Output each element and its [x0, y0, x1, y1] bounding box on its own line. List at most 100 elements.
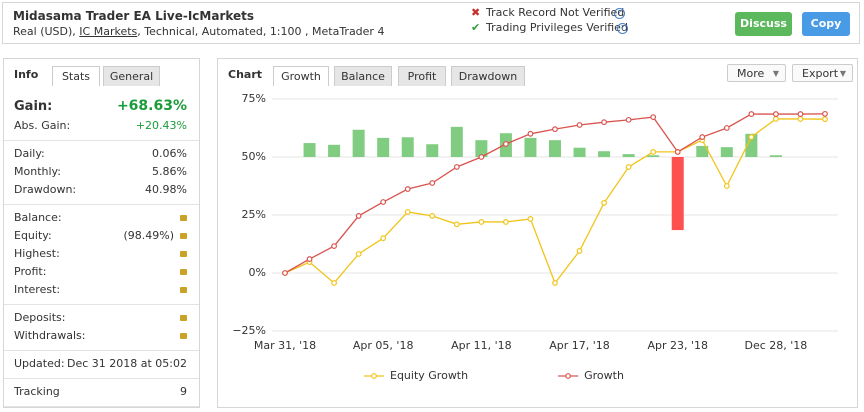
bar	[549, 140, 561, 157]
stats-section: Tracking 9	[4, 379, 199, 407]
data-point	[503, 219, 509, 225]
tab[interactable]: General	[103, 66, 160, 86]
stat-label: Balance:	[14, 211, 62, 224]
stat-row: Tracking 9	[14, 383, 187, 401]
tab[interactable]: Growth	[273, 66, 329, 86]
data-point	[404, 209, 411, 215]
stat-label: Drawdown:	[14, 183, 77, 196]
bar	[475, 140, 488, 157]
bar	[352, 129, 365, 157]
bar	[303, 143, 316, 157]
stat-value: 40.98%	[145, 183, 187, 196]
lock-icon[interactable]	[180, 315, 187, 321]
bar	[671, 157, 684, 231]
cross-icon: ✖	[471, 6, 481, 19]
stat-label: Equity:	[14, 229, 52, 242]
dropdown-menu[interactable]: Export ▼	[792, 64, 853, 82]
stat-label: Withdrawals:	[14, 329, 86, 342]
help-icon[interactable]: ?	[614, 8, 625, 19]
lock-icon[interactable]	[180, 333, 187, 339]
bar	[696, 145, 709, 157]
stat-row: Drawdown: 40.98%	[14, 181, 187, 199]
stat-label: Monthly:	[14, 165, 61, 178]
data-point	[380, 199, 387, 205]
stats-section: Balance: Equity: (98.49%) Highest: Profit: In…	[4, 205, 199, 305]
bar	[401, 137, 414, 157]
stat-row: Monthly: 5.86%	[14, 163, 187, 181]
legend-marker	[565, 373, 572, 379]
subtitle-text: Real (USD),	[13, 25, 76, 38]
stat-label: Deposits:	[14, 311, 66, 324]
stat-value: 0.06%	[152, 147, 187, 160]
stat-value-wrap: +68.63%	[117, 96, 187, 117]
bar	[450, 126, 463, 157]
stat-row: Balance:	[14, 209, 187, 227]
x-tick-label: Apr 17, '18	[549, 339, 610, 352]
panel-title: Chart	[228, 68, 263, 81]
stat-value-wrap: 9	[180, 383, 187, 401]
stat-value: +68.63%	[116, 98, 187, 114]
stat-label: Daily:	[14, 147, 45, 160]
x-tick-label: Apr 11, '18	[451, 339, 512, 352]
lock-icon[interactable]	[180, 251, 187, 257]
stat-value-wrap: (98.49%)	[123, 227, 187, 245]
tab[interactable]: Balance	[334, 66, 392, 86]
tab[interactable]: Profit	[398, 66, 446, 86]
stat-label: Highest:	[14, 247, 60, 260]
bar	[745, 133, 758, 157]
stat-row: Equity: (98.49%)	[14, 227, 187, 245]
data-point	[748, 111, 755, 117]
bar	[598, 151, 611, 157]
bar	[622, 154, 635, 157]
data-point	[355, 251, 362, 257]
stat-row: Daily: 0.06%	[14, 145, 187, 163]
lock-icon[interactable]	[180, 287, 187, 293]
stat-row: Gain: +68.63%	[14, 96, 187, 117]
x-tick-label: Mar 31, '18	[254, 339, 316, 352]
broker-link[interactable]: IC Markets	[79, 25, 138, 38]
data-point	[822, 116, 828, 123]
data-point	[650, 114, 657, 120]
data-point	[576, 248, 583, 254]
data-point	[723, 125, 730, 131]
data-point	[552, 280, 558, 286]
menu-label: Export	[802, 67, 839, 80]
y-tick-label: 50%	[242, 150, 266, 163]
account-subtitle: Real (USD), IC Markets, Technical, Autom…	[13, 25, 384, 38]
stat-value-wrap: 40.98%	[145, 181, 187, 199]
chart: −25% 0% 25% 50% 75% Mar 31, '18 Apr 05, '18 Apr…	[232, 92, 838, 382]
lock-icon[interactable]	[180, 269, 187, 275]
tab[interactable]: Drawdown	[451, 66, 525, 86]
data-point	[355, 213, 362, 219]
action-button[interactable]: Discuss	[735, 12, 792, 36]
action-button[interactable]: Copy	[802, 12, 850, 36]
check-icon: ✔	[471, 21, 481, 34]
y-tick-label: −25%	[232, 324, 266, 337]
menu-label: More	[737, 67, 765, 80]
stat-value-wrap	[174, 245, 187, 263]
data-point	[650, 148, 657, 155]
data-point	[822, 110, 828, 117]
data-point	[699, 134, 706, 140]
stat-label: Gain:	[14, 99, 53, 114]
help-icon[interactable]: ?	[617, 23, 628, 34]
data-point	[331, 243, 337, 249]
lock-icon[interactable]	[180, 215, 187, 221]
legend-label: Equity Growth	[390, 369, 468, 382]
lock-icon[interactable]	[180, 233, 187, 239]
data-point	[674, 148, 681, 155]
stat-value-wrap	[174, 327, 187, 345]
info-panel	[3, 58, 200, 408]
stat-label: Profit:	[14, 265, 47, 278]
stats-section: Deposits: Withdrawals:	[4, 305, 199, 351]
y-tick-label: 0%	[249, 266, 266, 279]
dropdown-menu[interactable]: More ▼	[727, 64, 786, 82]
data-point	[601, 119, 607, 126]
panel-title: Info	[14, 68, 39, 81]
data-point	[576, 122, 583, 128]
x-tick-label: Apr 05, '18	[353, 339, 414, 352]
tab[interactable]: Stats	[52, 66, 100, 86]
data-point	[552, 126, 558, 133]
data-point	[380, 235, 387, 242]
data-point	[429, 180, 436, 186]
